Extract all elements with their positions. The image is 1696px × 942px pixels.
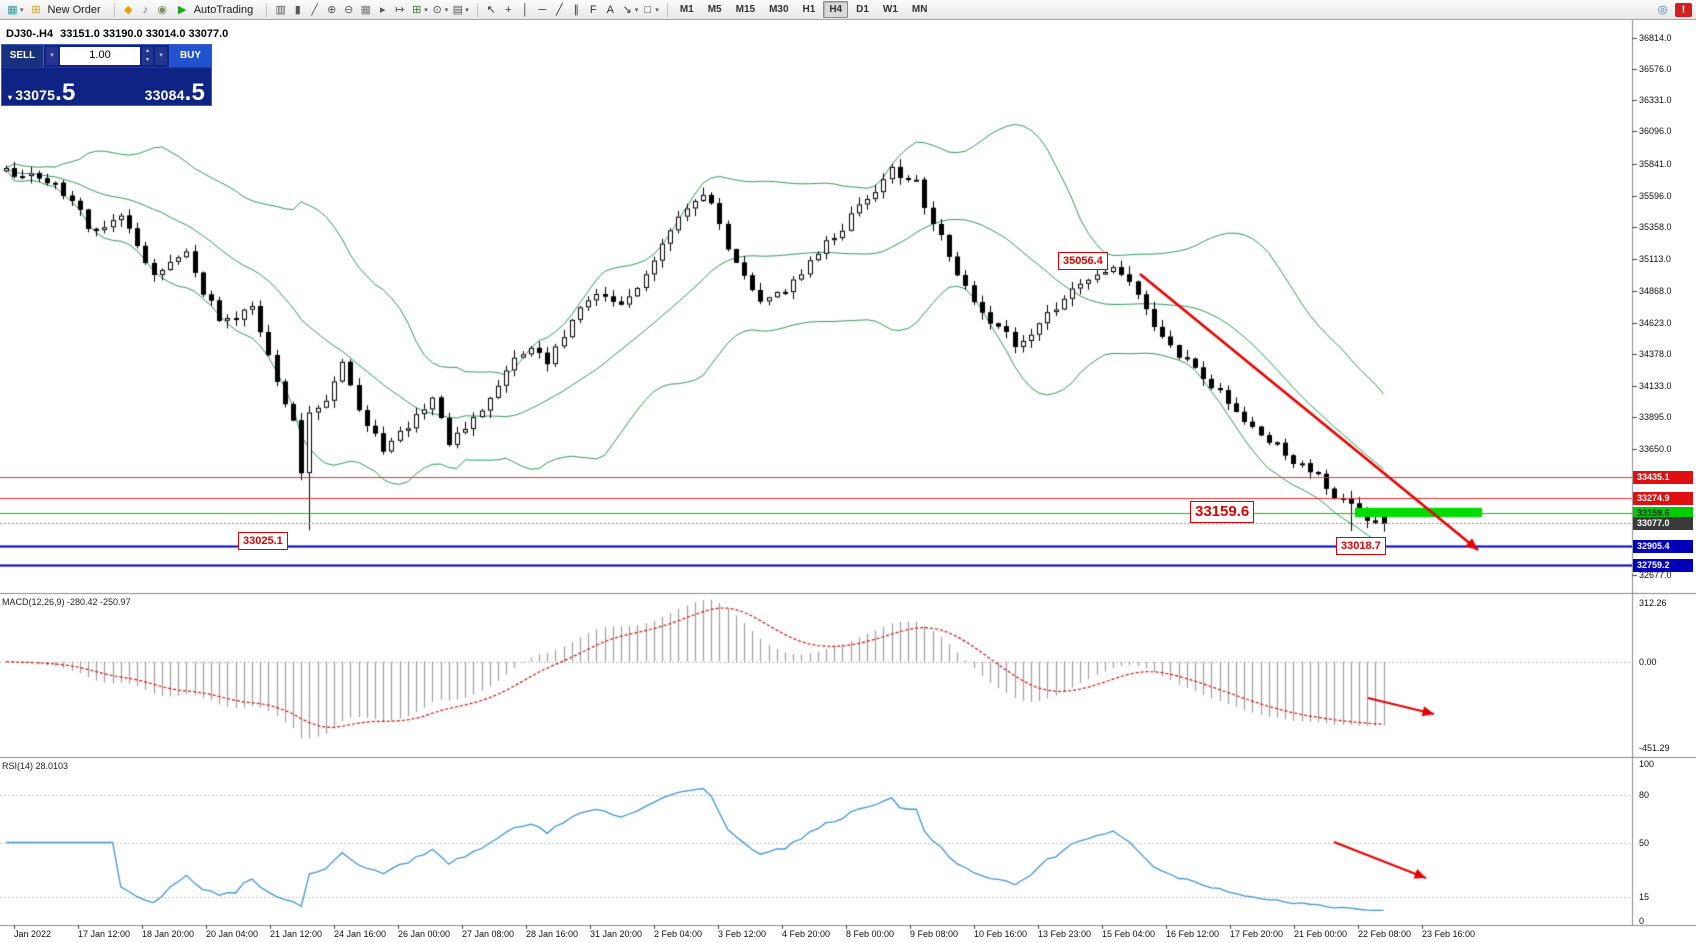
alert-icon[interactable]: !	[1675, 2, 1692, 17]
volume-stepper: ▴ ▾	[142, 47, 153, 65]
shapes-icon-caret[interactable]: ▾	[655, 6, 659, 14]
timeframe-w1[interactable]: W1	[882, 4, 898, 15]
metaeditor-icon[interactable]: ◆	[123, 3, 133, 16]
fibonacci-icon[interactable]: F	[589, 3, 597, 16]
annotation-level-33159[interactable]: 33159.6	[1190, 501, 1255, 523]
sell-price[interactable]: ▾ 33075.5	[8, 81, 76, 105]
autotrading-icon: ▶	[177, 3, 187, 16]
annotation-recent-low[interactable]: 33018.7	[1336, 537, 1386, 555]
search-icon[interactable]: ◎	[1657, 3, 1668, 16]
volume-down-button[interactable]: ▾	[142, 56, 153, 65]
periods-icon-caret[interactable]: ▾	[444, 6, 449, 14]
buy-price-main: 33084	[144, 87, 185, 103]
one-click-prices: ▾ 33075.5 33084.5	[2, 68, 211, 105]
bar-chart-icon[interactable]: ▥	[275, 3, 286, 16]
line-chart-icon[interactable]: ╱	[311, 3, 319, 16]
top-toolbar: ▦ ▾ ⊞ New Order ◆ ♪ ◉ ▶ AutoTrading ▥ ▮ ╱ ⊕ ⊖ ▦ ▸ ↦ ⊞ ▾ ⊙ ▾ ▤…	[0, 0, 1696, 20]
toolbar-separator	[662, 2, 668, 17]
templates-icon-caret[interactable]: ▾	[465, 6, 469, 14]
new-chart-icon[interactable]: ▦	[7, 3, 18, 16]
timeframe-mn[interactable]: MN	[911, 4, 928, 15]
buy-price-frac: .5	[184, 79, 205, 106]
trendline-icon[interactable]: ╱	[555, 3, 563, 16]
crosshair-icon[interactable]: +	[505, 3, 512, 16]
equidistant-channel-icon[interactable]: ∥	[573, 3, 580, 16]
new-chart-icon-caret[interactable]: ▾	[20, 6, 24, 14]
timeframe-m15[interactable]: M15	[735, 4, 756, 15]
sounds-icon[interactable]: ♪	[142, 3, 148, 16]
indicators-icon-caret[interactable]: ▾	[424, 6, 428, 14]
new-order-button-label: New Order	[47, 3, 101, 16]
toolbar-separator	[109, 2, 115, 17]
timeframe-d1[interactable]: D1	[856, 4, 869, 15]
toolbar-items: ▦ ▾ ⊞ New Order ◆ ♪ ◉ ▶ AutoTrading ▥ ▮ ╱ ⊕ ⊖ ▦ ▸ ↦ ⊞ ▾ ⊙ ▾ ▤…	[4, 1, 934, 19]
one-click-trading-panel: SELL ▾ 1.00 ▴ ▾ ▾ BUY ▾ 33075.5 33084.5	[1, 44, 212, 106]
toolbar-separator	[261, 2, 268, 17]
timeframe-h1[interactable]: H1	[802, 4, 816, 15]
quote-ohlc-values: 33151.0 33190.0 33014.0 33077.0	[60, 28, 229, 40]
buy-button[interactable]: BUY	[169, 45, 211, 67]
chart-shift-icon[interactable]: ↦	[395, 3, 405, 16]
price-chart-canvas[interactable]	[0, 20, 1696, 942]
sell-tick-icon: ▾	[8, 93, 13, 102]
periods-icon[interactable]: ⊙	[432, 3, 442, 16]
volume-field-wrap: ▾ 1.00 ▴ ▾ ▾	[44, 45, 169, 67]
chart-area[interactable]: 36814.0 36576.0 36331.0 36096.0 35841.0 35596…	[0, 20, 1696, 942]
tile-windows-icon[interactable]: ▦	[360, 3, 371, 16]
timeframe-m5[interactable]: M5	[707, 4, 722, 15]
autotrading-button-label: AutoTrading	[193, 3, 254, 16]
volume-up-button[interactable]: ▴	[142, 47, 153, 56]
quote-bar: DJ30-.H4 33151.0 33190.0 33014.0 33077.0	[6, 28, 235, 40]
candlestick-chart-icon[interactable]: ▮	[294, 3, 301, 16]
annotation-swing-high[interactable]: 35056.4	[1058, 252, 1108, 270]
indicators-icon[interactable]: ⊞	[412, 3, 422, 16]
rsi-indicator-label: RSI(14) 28.0103	[2, 761, 69, 771]
vertical-line-icon[interactable]: │	[521, 3, 529, 16]
horizontal-line-icon[interactable]: ─	[538, 3, 547, 16]
sell-button[interactable]: SELL	[2, 45, 44, 67]
record-icon[interactable]: ◉	[157, 3, 167, 16]
sell-price-main: 33075	[15, 87, 56, 103]
arrows-icon-caret[interactable]: ▾	[634, 6, 639, 14]
arrows-icon[interactable]: ↘	[622, 3, 632, 16]
symbol-period-label: DJ30-.H4	[6, 28, 54, 40]
shapes-icon[interactable]: □	[644, 3, 652, 16]
buy-dropdown-icon[interactable]: ▾	[155, 47, 167, 65]
sell-price-frac: .5	[55, 79, 76, 106]
annotation-swing-low[interactable]: 33025.1	[238, 532, 288, 550]
buy-price[interactable]: 33084.5	[144, 81, 205, 105]
macd-indicator-label: MACD(12,26,9) -280.42 -250.97	[2, 597, 131, 607]
sell-dropdown-icon[interactable]: ▾	[46, 47, 58, 65]
cursor-icon[interactable]: ↖	[486, 3, 496, 16]
auto-scroll-icon[interactable]: ▸	[379, 3, 386, 16]
text-icon[interactable]: A	[606, 3, 614, 16]
new-order-button[interactable]: ⊞ New Order	[25, 1, 107, 19]
zoom-out-icon[interactable]: ⊖	[344, 3, 354, 16]
one-click-top-row: SELL ▾ 1.00 ▴ ▾ ▾ BUY	[2, 45, 211, 68]
timeframe-m30[interactable]: M30	[769, 4, 789, 15]
toolbar-right: ◎!	[1654, 2, 1692, 18]
autotrading-button[interactable]: ▶ AutoTrading	[171, 1, 260, 19]
templates-icon[interactable]: ▤	[452, 3, 463, 16]
zoom-in-icon[interactable]: ⊕	[327, 3, 337, 16]
toolbar-separator	[472, 2, 478, 17]
timeframe-h4[interactable]: H4	[823, 1, 849, 18]
timeframe-m1[interactable]: M1	[679, 4, 694, 15]
volume-input[interactable]: 1.00	[60, 47, 140, 65]
new-order-icon: ⊞	[31, 3, 41, 16]
